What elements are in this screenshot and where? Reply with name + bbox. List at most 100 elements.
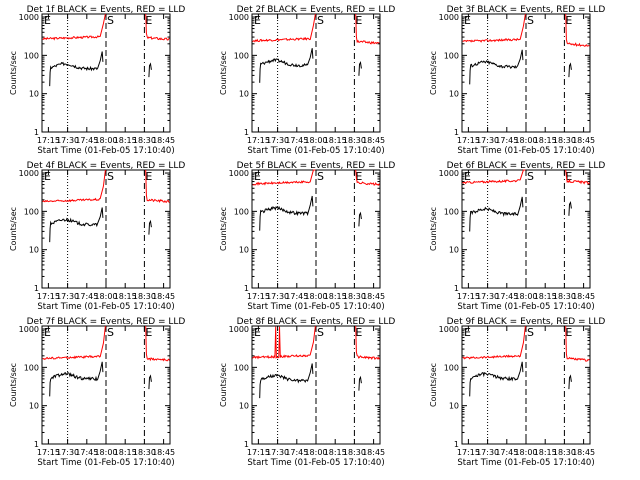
y-tick-label: 1	[244, 128, 249, 137]
x-tick-label: 17:45	[495, 292, 518, 301]
y-tick-label: 1	[244, 284, 249, 293]
e-marker-label: E	[565, 326, 572, 339]
x-tick-label: 18:45	[152, 136, 175, 145]
y-tick-label: 10	[449, 90, 459, 99]
e-marker-label: E	[355, 326, 362, 339]
x-tick-label: 17:15	[457, 136, 480, 145]
y-tick-label: 1	[454, 128, 459, 137]
x-tick-label: 18:45	[362, 292, 385, 301]
corner-e-label: E	[254, 14, 261, 27]
y-tick-label: 1000	[439, 13, 459, 22]
x-tick-label: 17:30	[266, 448, 289, 457]
s-marker-label: S	[317, 326, 324, 339]
e-marker-label: E	[145, 170, 152, 183]
corner-e-label: E	[44, 170, 51, 183]
x-axis-label: Start Time (01-Feb-05 17:10:40)	[37, 458, 174, 468]
x-tick-label: 17:45	[75, 136, 98, 145]
x-tick-label: 18:00	[304, 292, 327, 301]
x-tick-label: 17:30	[56, 448, 79, 457]
events-series-line	[259, 48, 314, 83]
s-marker-label: S	[317, 14, 324, 27]
panel-title: Det 5f BLACK = Events, RED = LLD	[237, 161, 396, 171]
x-axis-label: Start Time (01-Feb-05 17:10:40)	[247, 458, 384, 468]
y-axis-label: Counts/sec	[219, 363, 228, 407]
events-series-line-after	[148, 374, 152, 390]
x-tick-label: 17:30	[266, 292, 289, 301]
x-tick-label: 17:45	[495, 448, 518, 457]
panel-8: Det 8f BLACK = Events, RED = LLD 1 10 100 10…	[219, 317, 395, 468]
x-tick-label: 17:45	[495, 136, 518, 145]
lld-series-line-after	[355, 325, 380, 361]
x-tick-label: 17:15	[37, 136, 60, 145]
panel-title: Det 8f BLACK = Events, RED = LLD	[237, 317, 396, 327]
panel-grid: Det 1f BLACK = Events, RED = LLD 1 10 100 10…	[9, 5, 605, 468]
lld-series-line	[42, 325, 106, 360]
corner-e-label: E	[464, 14, 471, 27]
events-series-line	[49, 207, 104, 243]
y-tick-label: 100	[444, 51, 459, 60]
lld-series-line-after	[145, 13, 170, 41]
lld-series-line	[42, 169, 106, 203]
x-tick-label: 18:00	[94, 448, 117, 457]
y-tick-label: 10	[29, 402, 39, 411]
s-marker-label: S	[527, 14, 534, 27]
panel-4: Det 4f BLACK = Events, RED = LLD 1 10 100 10…	[9, 161, 185, 312]
panel-title: Det 4f BLACK = Events, RED = LLD	[27, 161, 186, 171]
lld-series-line	[42, 13, 106, 41]
y-tick-label: 1	[454, 284, 459, 293]
y-tick-label: 10	[239, 90, 249, 99]
y-tick-label: 10	[29, 246, 39, 255]
x-tick-label: 18:00	[514, 136, 537, 145]
x-tick-label: 18:30	[133, 136, 156, 145]
y-tick-label: 1	[454, 440, 459, 449]
y-tick-label: 1000	[229, 13, 249, 22]
s-marker-label: S	[107, 326, 114, 339]
x-tick-label: 18:30	[343, 448, 366, 457]
lld-series-line	[252, 169, 316, 186]
y-tick-label: 100	[234, 51, 249, 60]
y-tick-label: 1000	[229, 169, 249, 178]
x-tick-label: 17:45	[285, 136, 308, 145]
x-tick-label: 17:15	[457, 448, 480, 457]
x-axis-label: Start Time (01-Feb-05 17:10:40)	[247, 146, 384, 156]
panel-9: Det 9f BLACK = Events, RED = LLD 1 10 100 10…	[429, 317, 605, 468]
x-tick-label: 18:00	[514, 448, 537, 457]
y-tick-label: 1000	[19, 169, 39, 178]
x-tick-label: 17:15	[37, 292, 60, 301]
x-tick-label: 18:45	[572, 136, 595, 145]
x-tick-label: 18:15	[324, 448, 347, 457]
events-series-line	[469, 49, 524, 85]
x-tick-label: 18:45	[362, 448, 385, 457]
events-series-line	[49, 51, 104, 87]
x-tick-label: 17:30	[56, 136, 79, 145]
y-tick-label: 1	[34, 440, 39, 449]
lld-series-line	[252, 13, 316, 43]
events-series-line	[469, 196, 524, 232]
e-marker-label: E	[145, 326, 152, 339]
y-tick-label: 10	[29, 90, 39, 99]
y-tick-label: 1	[34, 284, 39, 293]
y-tick-label: 1000	[229, 325, 249, 334]
lld-series-line-after	[145, 325, 170, 362]
x-tick-label: 18:15	[114, 292, 137, 301]
events-series-line-after	[148, 219, 152, 235]
x-tick-label: 17:15	[37, 448, 60, 457]
y-tick-label: 100	[444, 207, 459, 216]
panel-title: Det 1f BLACK = Events, RED = LLD	[27, 5, 186, 15]
y-axis-label: Counts/sec	[219, 207, 228, 251]
panel-title: Det 6f BLACK = Events, RED = LLD	[447, 161, 606, 171]
x-tick-label: 17:15	[247, 292, 270, 301]
lld-series-line	[462, 169, 526, 185]
panel-1: Det 1f BLACK = Events, RED = LLD 1 10 100 10…	[9, 5, 185, 156]
lld-series-line	[252, 325, 316, 360]
y-tick-label: 1000	[19, 13, 39, 22]
y-tick-label: 1	[244, 440, 249, 449]
events-series-line	[259, 363, 314, 399]
y-axis-label: Counts/sec	[9, 363, 18, 407]
panel-title: Det 2f BLACK = Events, RED = LLD	[237, 5, 396, 15]
x-tick-label: 17:30	[266, 136, 289, 145]
y-tick-label: 1	[34, 128, 39, 137]
s-marker-label: S	[317, 170, 324, 183]
